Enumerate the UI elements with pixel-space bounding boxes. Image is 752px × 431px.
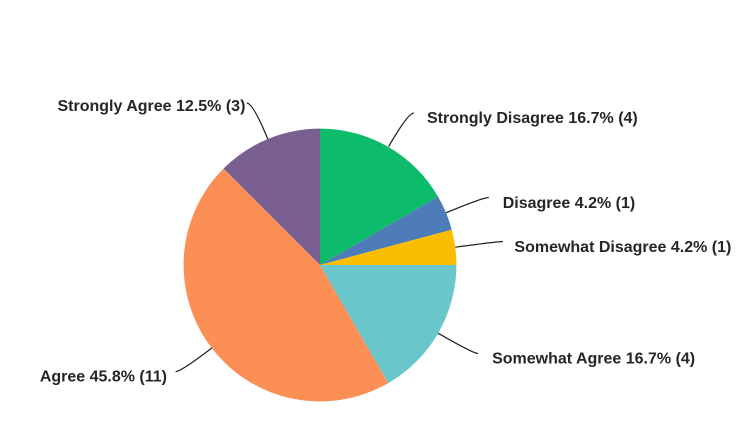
svg-text:Disagree 4.2% (1): Disagree 4.2% (1)	[503, 195, 636, 212]
svg-text:Strongly Disagree 16.7% (4): Strongly Disagree 16.7% (4)	[427, 110, 638, 127]
svg-text:Strongly Agree 12.5% (3): Strongly Agree 12.5% (3)	[57, 98, 245, 115]
svg-text:Agree 45.8% (11): Agree 45.8% (11)	[40, 369, 167, 386]
svg-text:Somewhat Agree 16.7% (4): Somewhat Agree 16.7% (4)	[492, 350, 695, 367]
svg-text:Somewhat Disagree 4.2% (1): Somewhat Disagree 4.2% (1)	[514, 239, 731, 256]
